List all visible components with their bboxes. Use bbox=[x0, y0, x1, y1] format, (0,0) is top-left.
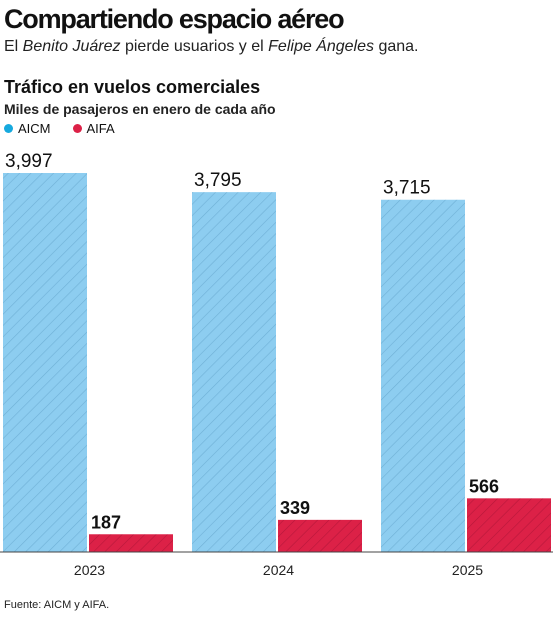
data-label-aifa-2024: 339 bbox=[280, 498, 310, 518]
bar-aicm-2023 bbox=[3, 173, 87, 552]
bar-aifa-2024 bbox=[278, 519, 362, 552]
dek-part: Benito Juárez bbox=[22, 38, 121, 55]
chart-title: Tráfico en vuelos comerciales bbox=[4, 77, 261, 97]
bar-aifa-2025 bbox=[467, 498, 551, 552]
legend-label-aicm: AICM bbox=[18, 121, 51, 136]
x-tick-label-2023: 2023 bbox=[74, 562, 105, 578]
dek: El Benito Juárez pierde usuarios y el Fe… bbox=[4, 38, 418, 56]
chart-subtitle: Miles de pasajeros en enero de cada año bbox=[4, 101, 276, 117]
x-tick-label-2024: 2024 bbox=[263, 562, 294, 578]
bar-aifa-2023 bbox=[89, 534, 173, 552]
dek-part: Felipe Ángeles bbox=[268, 38, 374, 55]
data-label-aifa-2023: 187 bbox=[91, 512, 121, 532]
legend: AICM AIFA bbox=[4, 121, 131, 136]
data-label-aicm-2023: 3,997 bbox=[5, 151, 53, 172]
x-tick-label-2025: 2025 bbox=[452, 562, 483, 578]
legend-swatch-aicm bbox=[4, 124, 13, 133]
bar-aicm-2024 bbox=[192, 192, 276, 552]
dek-part: gana. bbox=[374, 38, 419, 55]
legend-label-aifa: AIFA bbox=[86, 121, 115, 136]
data-label-aifa-2025: 566 bbox=[469, 476, 499, 496]
legend-item-aicm: AICM bbox=[4, 121, 51, 136]
bar-aicm-2025 bbox=[381, 199, 465, 552]
dek-part: pierde usuarios y el bbox=[120, 38, 269, 55]
headline: Compartiendo espacio aéreo bbox=[4, 4, 345, 34]
legend-swatch-aifa bbox=[72, 124, 82, 133]
data-label-aicm-2025: 3,715 bbox=[383, 178, 431, 199]
dek-part: El bbox=[4, 38, 23, 55]
bar-chart: 3,997 187 2023 3,795 339 2024 3,715 566 2025 bbox=[0, 151, 553, 578]
data-label-aicm-2024: 3,795 bbox=[194, 170, 242, 191]
legend-item-aifa: AIFA bbox=[72, 121, 115, 136]
source-note: Fuente: AICM y AIFA. bbox=[4, 599, 110, 611]
